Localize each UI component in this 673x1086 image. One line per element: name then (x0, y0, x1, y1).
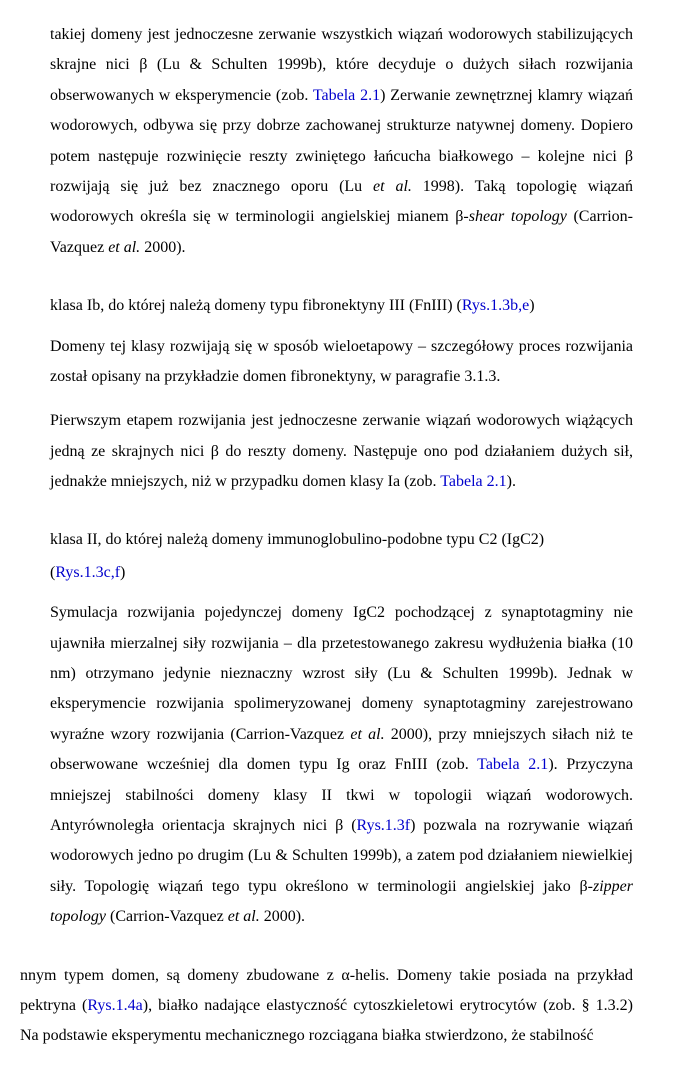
text: 2000). (260, 908, 305, 925)
text: ). (507, 473, 516, 490)
text: Symulacja rozwijania pojedynczej domeny … (50, 604, 633, 743)
figure-ref-link[interactable]: Rys.1.3c,f (55, 564, 120, 581)
figure-ref-link[interactable]: Rys.1.4a (87, 997, 142, 1014)
paragraph-4: nnym typem domen, są domeny zbudowane z … (20, 961, 633, 1052)
text: klasa II, do której należą domeny immuno… (50, 531, 544, 548)
figure-ref-link[interactable]: Rys.1.3f (357, 817, 411, 834)
class-ii-heading: klasa II, do której należą domeny immuno… (50, 525, 633, 555)
text: 2000). (140, 239, 185, 256)
italic-text: shear topology (469, 208, 567, 225)
italic-text: et al. (373, 178, 412, 195)
table-ref-link[interactable]: Tabela 2.1 (313, 87, 380, 104)
table-ref-link[interactable]: Tabela 2.1 (477, 756, 548, 773)
italic-text: et al. (108, 239, 140, 256)
paragraph-2b: Pierwszym etapem rozwijania jest jednocz… (50, 406, 633, 497)
text: (Carrion-Vazquez (106, 908, 228, 925)
paragraph-1: takiej domeny jest jednoczesne zerwanie … (50, 20, 633, 263)
text: Domeny tej klasy rozwijają się w sposób … (50, 338, 633, 385)
italic-text: et al. (350, 726, 384, 743)
text: klasa Ib, do której należą domeny typu f… (50, 297, 462, 314)
figure-ref-link[interactable]: Rys.1.3b,e (462, 297, 529, 314)
class-ii-heading-line2: (Rys.1.3c,f) (50, 558, 633, 588)
paragraph-3: Symulacja rozwijania pojedynczej domeny … (50, 598, 633, 932)
text: ) (529, 297, 534, 314)
paragraph-2a: Domeny tej klasy rozwijają się w sposób … (50, 332, 633, 393)
text: ) (120, 564, 125, 581)
table-ref-link[interactable]: Tabela 2.1 (440, 473, 506, 490)
italic-text: et al. (228, 908, 260, 925)
class-ib-heading: klasa Ib, do której należą domeny typu f… (50, 291, 633, 321)
text: Pierwszym etapem rozwijania jest jednocz… (50, 412, 633, 490)
